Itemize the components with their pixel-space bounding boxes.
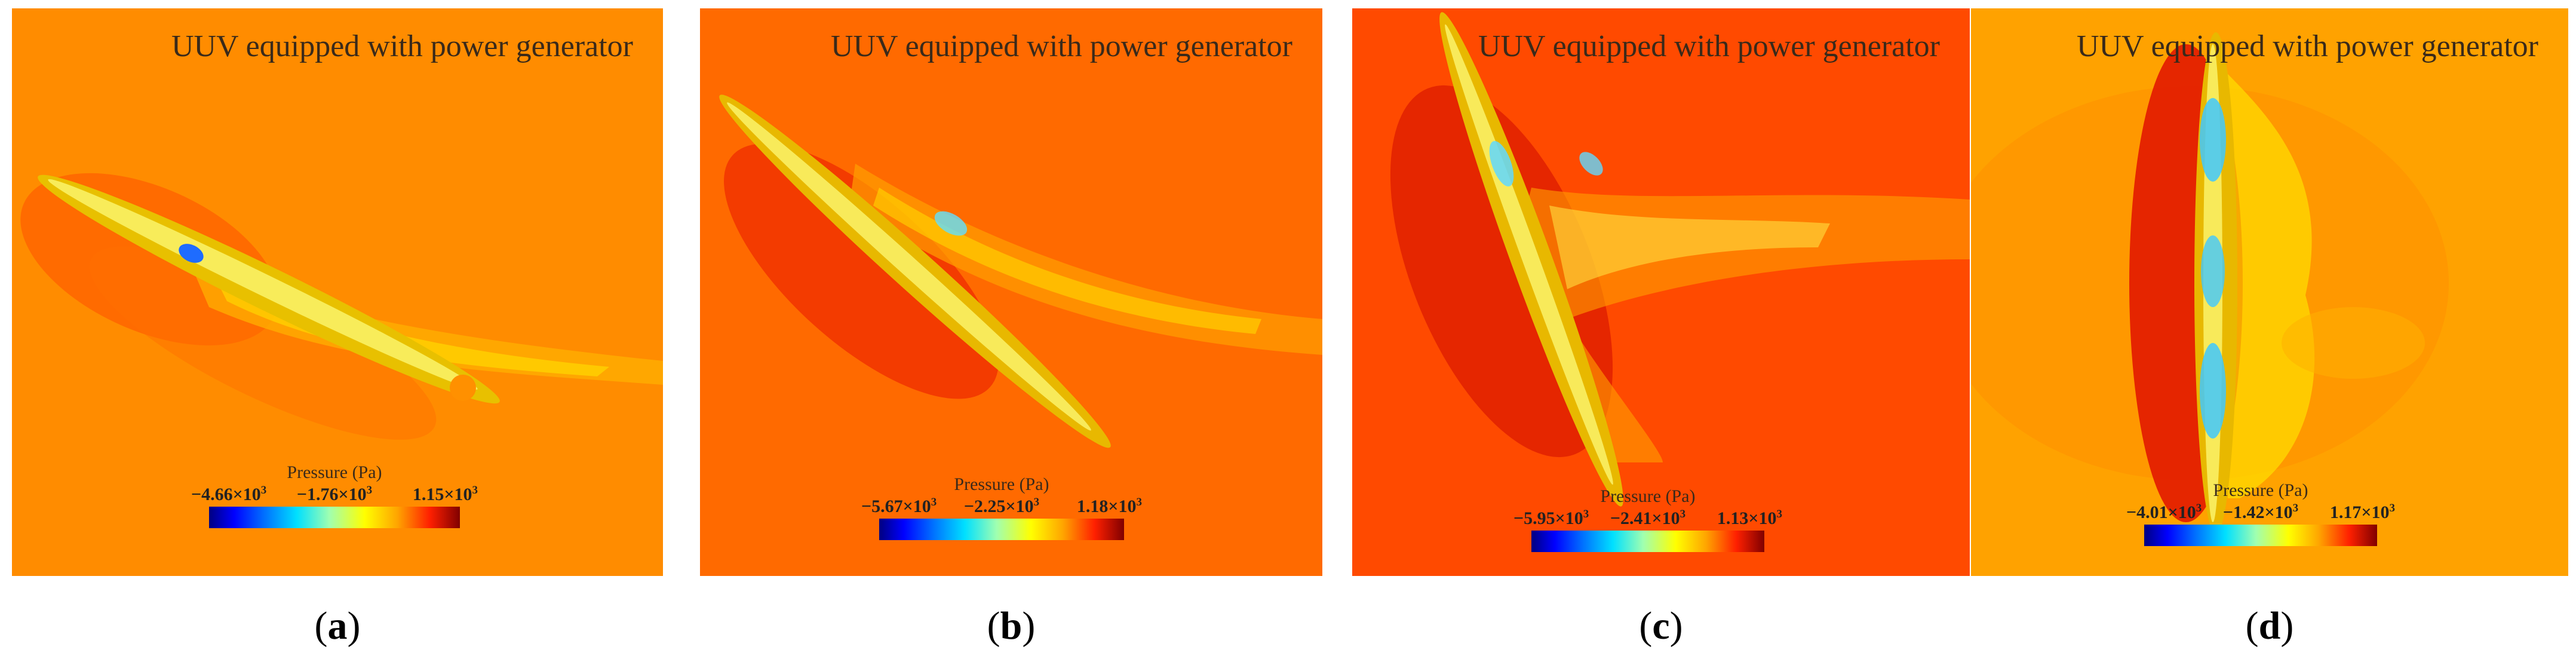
- colorbar-mid-c: −2.41×103: [1610, 508, 1686, 528]
- colorbar-ticks-d: −4.01×103 −1.42×103 1.17×103: [2126, 502, 2395, 522]
- colorbar-mid-b: −2.25×103: [963, 496, 1040, 516]
- panel-a: UUV equipped with power generator Pressu…: [12, 8, 663, 576]
- panel-label-c: (c): [1639, 604, 1683, 648]
- colorbar-ticks-a: −4.66×103 −1.76×103 1.15×103: [191, 484, 478, 504]
- colorbar-title-a: Pressure (Pa): [287, 462, 382, 482]
- panel-title-c: UUV equipped with power generator: [1478, 29, 1940, 63]
- colorbar-ticks-c: −5.95×103 −2.41×103 1.13×103: [1513, 508, 1782, 528]
- panel-b: UUV equipped with power generator Pressu…: [700, 8, 1322, 576]
- panel-label-d: (d): [2245, 604, 2294, 648]
- colorbar-min-a: −4.66×103: [191, 484, 267, 504]
- colorbar-gradient-b: [879, 519, 1124, 540]
- pressure-field-image-a: [12, 8, 663, 576]
- colorbar-ticks-b: −5.67×103 −2.25×103 1.18×103: [861, 496, 1142, 516]
- colorbar-d: Pressure (Pa) −4.01×103 −1.42×103 1.17×1…: [2126, 480, 2395, 546]
- colorbar-gradient-d: [2144, 525, 2377, 546]
- panel-title-a: UUV equipped with power generator: [171, 29, 633, 63]
- pressure-field-image-d: [1971, 8, 2568, 576]
- colorbar-gradient-a: [209, 507, 460, 528]
- colorbar-mid-d: −1.42×103: [2222, 502, 2299, 522]
- colorbar-min-b: −5.67×103: [861, 496, 937, 516]
- colorbar-max-a: 1.15×103: [412, 484, 478, 504]
- colorbar-title-b: Pressure (Pa): [954, 474, 1049, 494]
- colorbar-min-d: −4.01×103: [2126, 502, 2202, 522]
- panel-d: UUV equipped with power generator Pressu…: [1971, 8, 2568, 576]
- colorbar-mid-a: −1.76×103: [296, 484, 373, 504]
- colorbar-b: Pressure (Pa) −5.67×103 −2.25×103 1.18×1…: [861, 474, 1142, 540]
- pressure-field-image-c: [1352, 8, 1970, 576]
- colorbar-gradient-c: [1531, 531, 1764, 552]
- panel-title-b: UUV equipped with power generator: [830, 29, 1292, 63]
- panel-label-b: (b): [987, 604, 1036, 648]
- pressure-field-image-b: [700, 8, 1322, 576]
- colorbar-title-d: Pressure (Pa): [2213, 480, 2308, 500]
- colorbar-title-c: Pressure (Pa): [1600, 486, 1696, 506]
- colorbar-min-c: −5.95×103: [1513, 508, 1589, 528]
- colorbar-max-c: 1.13×103: [1717, 508, 1782, 528]
- colorbar-a: Pressure (Pa) −4.66×103 −1.76×103 1.15×1…: [191, 462, 478, 528]
- colorbar-max-b: 1.18×103: [1076, 496, 1142, 516]
- colorbar-c: Pressure (Pa) −5.95×103 −2.41×103 1.13×1…: [1513, 486, 1782, 552]
- panel-c: UUV equipped with power generator Pressu…: [1352, 8, 1970, 576]
- colorbar-max-d: 1.17×103: [2329, 502, 2395, 522]
- panel-title-d: UUV equipped with power generator: [2076, 29, 2538, 63]
- panel-label-a: (a): [314, 604, 361, 648]
